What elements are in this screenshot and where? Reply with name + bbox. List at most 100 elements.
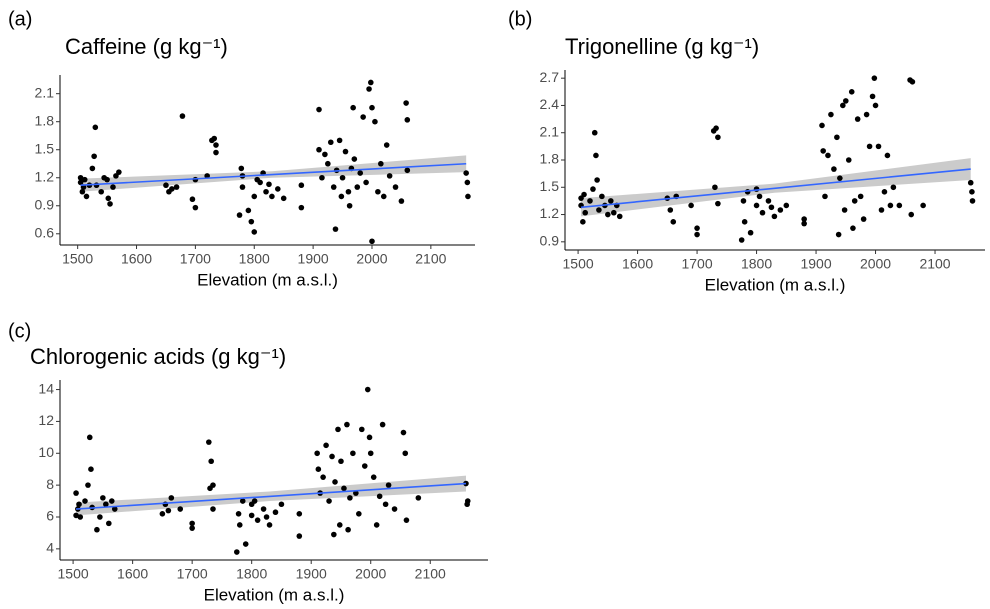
data-point — [367, 450, 374, 457]
panel-label: (c) — [8, 320, 31, 342]
data-point — [73, 490, 79, 496]
data-point — [81, 176, 88, 183]
data-point — [85, 482, 91, 488]
data-point — [845, 157, 852, 163]
data-point — [345, 188, 352, 195]
data-point — [771, 213, 778, 220]
data-point — [326, 498, 332, 504]
data-point — [207, 485, 213, 492]
data-point — [210, 506, 216, 512]
data-point — [236, 212, 243, 218]
data-point — [91, 153, 97, 160]
data-point — [920, 202, 926, 209]
data-point — [850, 225, 856, 231]
data-point — [869, 93, 876, 100]
data-point — [890, 184, 897, 191]
data-point — [360, 114, 366, 120]
data-point — [323, 442, 329, 449]
data-point — [378, 160, 384, 167]
x-tick-label: 2100 — [415, 566, 446, 582]
x-tick-label: 1500 — [563, 256, 594, 272]
data-point — [391, 506, 398, 512]
data-point — [296, 511, 303, 517]
data-point — [715, 134, 721, 141]
data-point — [159, 511, 166, 517]
confidence-band — [80, 155, 467, 192]
data-point — [353, 490, 359, 496]
data-point — [356, 511, 362, 517]
data-point — [398, 198, 405, 204]
data-point — [372, 118, 378, 125]
data-point — [366, 86, 372, 92]
data-point — [694, 231, 700, 238]
x-tick-label: 2100 — [919, 256, 950, 272]
data-point — [278, 501, 285, 508]
x-tick-label: 2000 — [860, 256, 891, 272]
y-tick-label: 8 — [46, 476, 54, 492]
x-tick-label: 1700 — [681, 256, 712, 272]
data-point — [298, 204, 305, 211]
data-point — [269, 193, 275, 200]
data-point — [351, 156, 358, 162]
data-point — [319, 174, 325, 181]
data-point — [715, 200, 721, 207]
data-point — [266, 522, 273, 528]
data-point — [967, 179, 974, 186]
data-point — [364, 386, 371, 393]
data-point — [338, 458, 344, 465]
chart-title: Chlorogenic acids (g kg⁻¹) — [30, 344, 286, 369]
x-tick-label: 1700 — [177, 566, 208, 582]
data-point — [694, 225, 700, 231]
data-point — [298, 182, 305, 189]
y-tick-label: 14 — [38, 380, 54, 396]
data-point — [369, 104, 375, 111]
data-point — [177, 506, 184, 512]
y-tick-label: 1.5 — [540, 178, 560, 194]
data-point — [245, 207, 252, 214]
x-tick-label: 1900 — [296, 566, 327, 582]
data-point — [335, 426, 341, 433]
chart-title: Caffeine (g kg⁻¹) — [65, 34, 228, 59]
data-point — [338, 193, 345, 200]
data-point — [341, 485, 347, 492]
y-tick-label: 1.5 — [35, 140, 55, 156]
x-tick-label: 1500 — [62, 251, 93, 267]
data-point — [204, 173, 210, 179]
y-tick-label: 2.1 — [540, 123, 560, 139]
data-point — [759, 209, 766, 216]
data-point — [375, 188, 381, 195]
data-point — [108, 498, 115, 504]
data-point — [105, 195, 112, 202]
data-point — [835, 231, 842, 238]
data-point — [260, 506, 267, 512]
data-point — [820, 148, 826, 154]
data-point — [163, 182, 169, 189]
x-tick-label: 1600 — [622, 256, 653, 272]
data-point — [366, 434, 373, 441]
data-point — [314, 450, 320, 457]
data-point — [92, 124, 99, 131]
data-point — [969, 189, 975, 195]
data-point — [383, 142, 390, 148]
y-tick-label: 1.8 — [35, 112, 55, 128]
data-point — [327, 139, 334, 146]
data-point — [747, 229, 754, 236]
data-point — [275, 186, 281, 192]
data-point — [379, 421, 386, 428]
data-point — [331, 531, 337, 538]
data-point — [580, 219, 586, 225]
data-point — [392, 184, 399, 190]
data-point — [280, 195, 287, 202]
data-point — [350, 104, 356, 111]
data-point — [581, 191, 587, 198]
data-point — [863, 111, 870, 118]
y-tick-label: 12 — [38, 412, 54, 428]
trend-line — [80, 162, 467, 187]
data-point — [872, 102, 879, 109]
data-point — [100, 495, 106, 501]
data-point — [342, 148, 349, 155]
data-point — [866, 143, 873, 150]
data-point — [712, 184, 718, 191]
data-point — [111, 506, 118, 512]
